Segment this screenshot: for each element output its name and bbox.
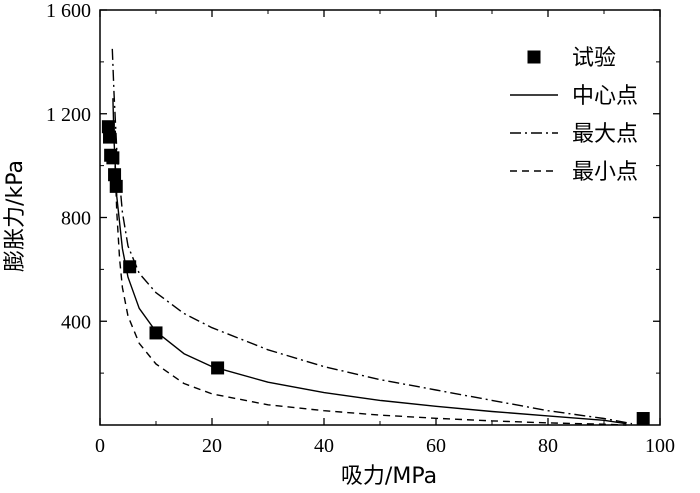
x-tick-label: 80 [538, 435, 558, 457]
legend-marker [527, 50, 541, 64]
data-point [101, 120, 115, 134]
x-axis-title: 吸力/MPa [341, 464, 437, 489]
x-tick-label: 40 [314, 435, 334, 457]
series-line-solid [112, 98, 627, 425]
plot-frame [99, 9, 661, 426]
x-tick-label: 100 [645, 435, 675, 457]
y-tick-label: 400 [61, 311, 91, 333]
x-tick-label: 20 [202, 435, 222, 457]
data-point [106, 151, 120, 165]
legend-label: 最大点 [572, 122, 638, 147]
y-tick-label: 800 [61, 208, 91, 230]
data-point [636, 412, 650, 426]
x-tick-label: 60 [426, 435, 446, 457]
series-line-dashdot [111, 48, 633, 425]
data-point [103, 130, 117, 144]
legend-label: 试验 [572, 46, 616, 71]
x-tick-label: 0 [95, 435, 105, 457]
y-tick-label: 1 200 [46, 104, 91, 126]
legend-label: 中心点 [572, 84, 638, 109]
data-point [108, 168, 122, 182]
y-axis-title: 膨胀力/kPa [3, 160, 28, 272]
series-layer [101, 48, 650, 426]
legend-label: 最小点 [572, 160, 638, 185]
series-line-dashed [114, 165, 627, 426]
data-point [149, 326, 163, 340]
y-tick-label: 1 600 [46, 0, 91, 22]
axes: 0 20 40 60 80 100 400 800 1 200 1 600 [46, 0, 675, 457]
